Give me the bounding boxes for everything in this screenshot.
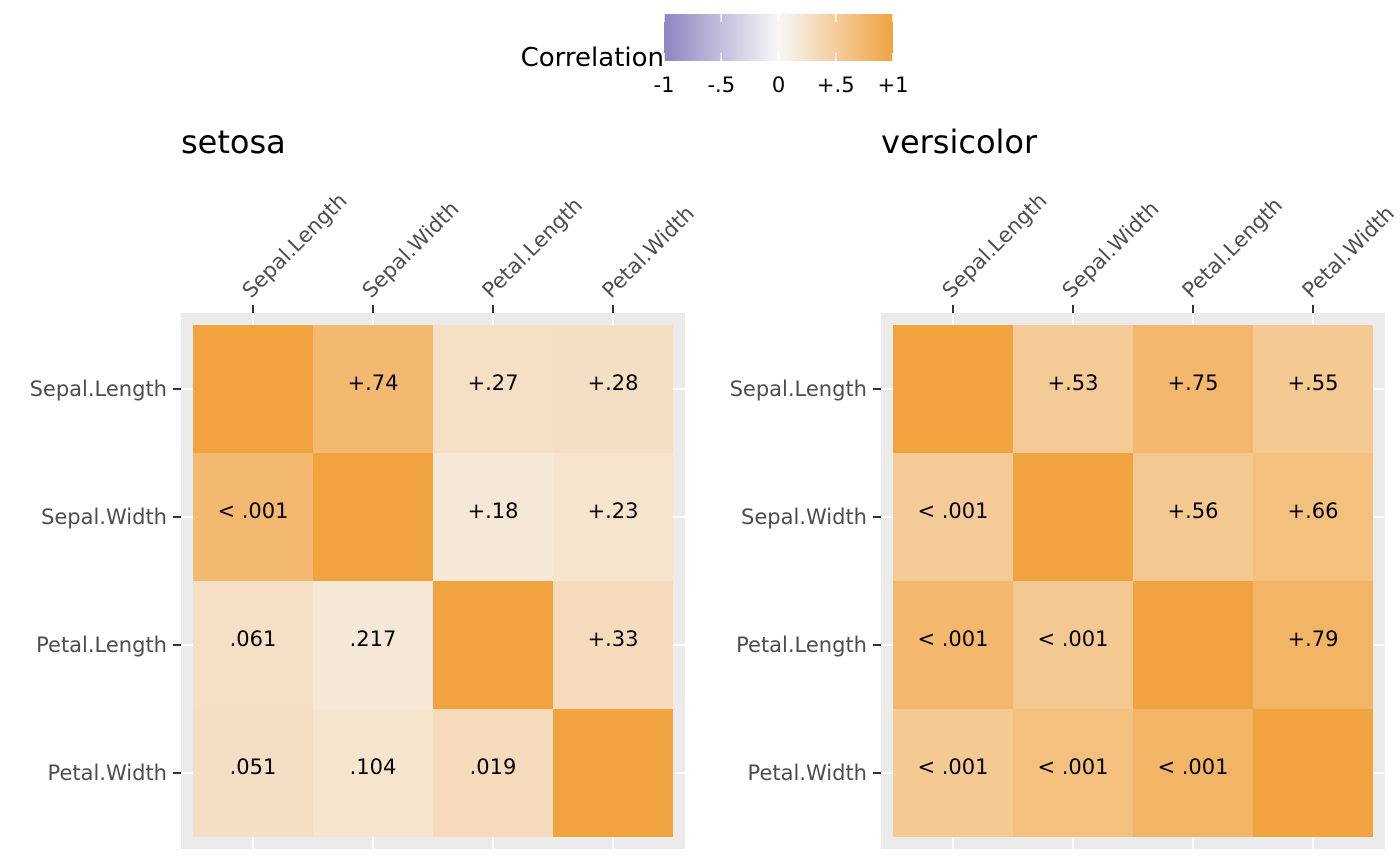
heatmap-cell bbox=[893, 325, 1013, 453]
heatmap-cell bbox=[893, 581, 1013, 709]
heatmap-cell bbox=[1133, 709, 1253, 837]
cell-label: +.56 bbox=[1168, 499, 1219, 523]
heatmap-cell bbox=[433, 453, 553, 581]
heatmap-cell bbox=[193, 581, 313, 709]
legend-ticks: -1 -.5 0 +.5 +1 bbox=[654, 14, 909, 97]
heatmap-cell bbox=[193, 709, 313, 837]
x-axis-tick-label: Petal.Length bbox=[478, 193, 588, 303]
heatmap-cell bbox=[553, 709, 673, 837]
cell-label: +.33 bbox=[588, 627, 639, 651]
legend-tick-label: 0 bbox=[772, 73, 785, 97]
heatmap-cell bbox=[1013, 709, 1133, 837]
cell-label: .104 bbox=[350, 755, 397, 779]
legend-tick-label: -1 bbox=[654, 73, 675, 97]
heatmap-cell bbox=[1253, 453, 1373, 581]
heatmap-cell bbox=[1013, 453, 1133, 581]
heatmap-cell bbox=[313, 325, 433, 453]
heatmap-cell bbox=[313, 581, 433, 709]
heatmap-cell bbox=[1013, 581, 1133, 709]
heatmap-cell bbox=[433, 709, 553, 837]
y-axis-tick-label: Sepal.Length bbox=[730, 377, 867, 401]
x-axis-tick-label: Sepal.Width bbox=[358, 196, 464, 302]
heatmap-cell bbox=[1253, 325, 1373, 453]
cell-label: < .001 bbox=[917, 755, 988, 779]
cell-label: .019 bbox=[470, 755, 517, 779]
cell-label: .217 bbox=[350, 627, 397, 651]
heatmap-cell bbox=[193, 453, 313, 581]
cell-label: +.18 bbox=[468, 499, 519, 523]
cell-label: < .001 bbox=[917, 499, 988, 523]
heatmap-cell bbox=[1253, 709, 1373, 837]
heatmap-cell bbox=[1133, 581, 1253, 709]
panel-setosa: setosa +.74 +.27 +.28 < .001 +.18 +.23 .061 .217… bbox=[30, 123, 699, 849]
legend-tick-label: +.5 bbox=[817, 73, 855, 97]
cell-label: +.74 bbox=[348, 371, 399, 395]
cell-label: +.23 bbox=[588, 499, 639, 523]
cell-label: +.28 bbox=[588, 371, 639, 395]
heatmap-cell bbox=[893, 709, 1013, 837]
x-axis-tick-label: Petal.Width bbox=[598, 201, 699, 302]
heatmap-cell bbox=[553, 581, 673, 709]
x-axis-tick-label: Sepal.Length bbox=[938, 188, 1052, 302]
y-axis-tick-label: Sepal.Width bbox=[741, 505, 867, 529]
y-axis-tick-label: Sepal.Width bbox=[41, 505, 167, 529]
y-axis-tick-label: Petal.Width bbox=[748, 761, 867, 785]
cell-label: +.27 bbox=[468, 371, 519, 395]
cell-label: .061 bbox=[230, 627, 277, 651]
heatmap-cell bbox=[1253, 581, 1373, 709]
x-axis-tick-label: Sepal.Width bbox=[1058, 196, 1164, 302]
heatmap-cell bbox=[893, 453, 1013, 581]
heatmap-cell bbox=[553, 325, 673, 453]
heatmap-cell bbox=[313, 709, 433, 837]
x-axis-tick-label: Petal.Length bbox=[1178, 193, 1288, 303]
x-axis-tick-label: Petal.Width bbox=[1298, 201, 1399, 302]
heatmap-cell bbox=[433, 581, 553, 709]
panel-versicolor: versicolor +.53 +.75 +.55 < .001 +.56 +.66 < .0… bbox=[730, 123, 1399, 849]
cell-label: +.66 bbox=[1288, 499, 1339, 523]
color-legend: Correlation -1 -.5 0 +.5 +1 bbox=[521, 14, 909, 97]
cell-label: < .001 bbox=[1157, 755, 1228, 779]
cell-label: < .001 bbox=[917, 627, 988, 651]
y-axis-tick-label: Petal.Length bbox=[736, 633, 867, 657]
heatmap-cell bbox=[553, 453, 673, 581]
panel-title: setosa bbox=[181, 123, 286, 161]
heatmap-cell bbox=[1013, 325, 1133, 453]
cell-label: +.55 bbox=[1288, 371, 1339, 395]
x-axis-tick-label: Sepal.Length bbox=[238, 188, 352, 302]
panel-title: versicolor bbox=[881, 123, 1038, 161]
cell-label: .051 bbox=[230, 755, 277, 779]
heatmap-cell bbox=[313, 453, 433, 581]
panels: setosa +.74 +.27 +.28 < .001 +.18 +.23 .061 .217… bbox=[30, 123, 1399, 849]
cell-label: +.75 bbox=[1168, 371, 1219, 395]
legend-title: Correlation bbox=[521, 43, 664, 73]
heatmap-cell bbox=[1133, 325, 1253, 453]
heatmap-cell bbox=[1133, 453, 1253, 581]
y-axis-tick-label: Petal.Length bbox=[36, 633, 167, 657]
cell-label: < .001 bbox=[1037, 755, 1108, 779]
y-axis-tick-label: Sepal.Length bbox=[30, 377, 167, 401]
cell-label: +.79 bbox=[1288, 627, 1339, 651]
cell-label: +.53 bbox=[1048, 371, 1099, 395]
y-axis-tick-label: Petal.Width bbox=[48, 761, 167, 785]
heatmap-cell bbox=[433, 325, 553, 453]
legend-tick-label: -.5 bbox=[707, 73, 735, 97]
heatmap-cell bbox=[193, 325, 313, 453]
cell-label: < .001 bbox=[1037, 627, 1108, 651]
legend-tick-label: +1 bbox=[878, 73, 909, 97]
cell-label: < .001 bbox=[217, 499, 288, 523]
